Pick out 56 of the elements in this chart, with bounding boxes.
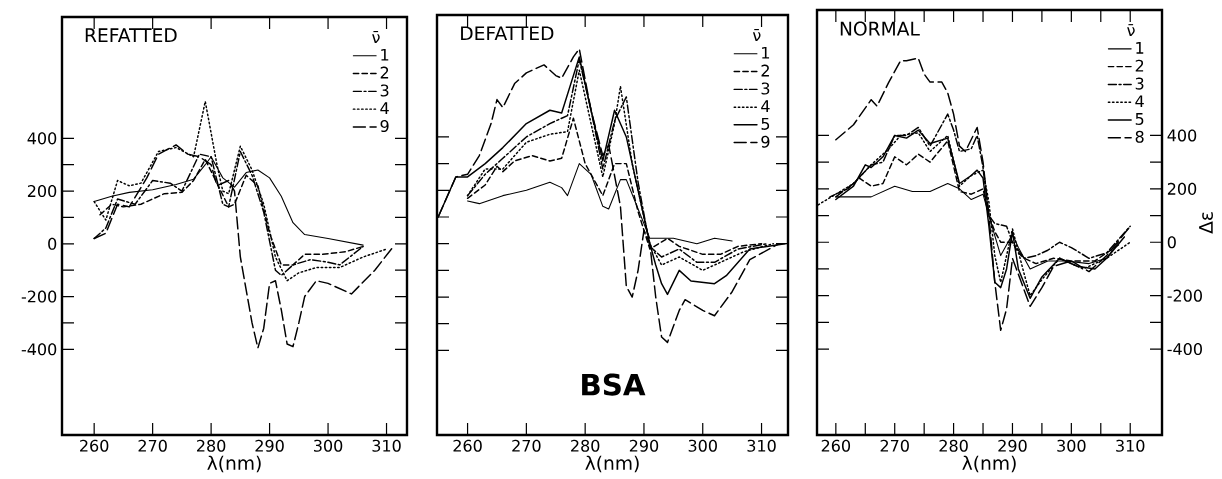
- x-tick-label: 300: [1057, 439, 1086, 452]
- legend-label: 1: [1136, 42, 1144, 54]
- x-tick-label: 280: [939, 439, 968, 452]
- legend-label: 3: [380, 84, 389, 97]
- legend-label: 2: [1135, 59, 1144, 72]
- legend-label: 3: [761, 82, 770, 95]
- y-tick-label: 0: [48, 237, 57, 250]
- y2-tick-label: 400: [1167, 129, 1197, 142]
- x-tick-label: 310: [1116, 439, 1145, 452]
- y-tick-label: -400: [21, 343, 57, 356]
- y2-axis-title: Δε: [1199, 212, 1213, 234]
- y-tick-label: 400: [27, 132, 57, 145]
- x-tick-label: 300: [688, 439, 717, 452]
- legend-label: 9: [761, 135, 770, 148]
- legend-title: ν̄: [752, 28, 761, 41]
- chart-title: NORMAL: [840, 21, 920, 36]
- annotation: BSA: [582, 373, 646, 396]
- legend-label: 5: [761, 117, 770, 130]
- legend-title: ν̄: [372, 30, 380, 43]
- x-tick-label: 260: [821, 439, 851, 452]
- legend-label: 3: [1135, 77, 1144, 90]
- legend-label: 1: [762, 46, 770, 59]
- y2-tick-label: 0: [1167, 236, 1176, 249]
- legend-label: 9: [380, 119, 389, 133]
- y2-tick-label: -200: [1167, 289, 1202, 302]
- x-axis-title: λ(nm): [585, 455, 639, 473]
- x-tick-label: 260: [80, 439, 109, 452]
- chart-title: REFATTED: [85, 28, 177, 42]
- y2-tick-label: 200: [1167, 182, 1197, 195]
- legend-label: 4: [761, 100, 770, 112]
- x-tick-label: 260: [453, 439, 482, 452]
- legend-label: 4: [380, 102, 389, 114]
- legend-title: ν̄: [1127, 24, 1135, 37]
- x-tick-label: 280: [197, 439, 226, 452]
- legend-label: 5: [1135, 113, 1144, 125]
- legend-label: 2: [380, 66, 389, 79]
- x-tick-label: 290: [629, 439, 659, 452]
- legend-label: 1: [381, 48, 389, 61]
- x-tick-label: 270: [512, 439, 541, 452]
- x-tick-label: 270: [138, 439, 167, 452]
- x-axis-title: λ(nm): [207, 455, 261, 473]
- x-tick-label: 300: [314, 439, 343, 452]
- x-axis-title: λ(nm): [962, 455, 1016, 473]
- x-tick-label: 270: [880, 439, 909, 452]
- y2-tick-label: -400: [1167, 342, 1202, 356]
- legend-label: 4: [1135, 95, 1144, 108]
- legend-label: 8: [1135, 130, 1144, 143]
- x-tick-label: 290: [255, 439, 284, 452]
- y-tick-label: 200: [27, 185, 57, 198]
- y-tick-label: -200: [21, 290, 57, 303]
- text: DEFATTED: [461, 26, 554, 40]
- x-tick-label: 310: [747, 439, 776, 452]
- x-tick-label: 310: [372, 439, 401, 452]
- legend-label: 2: [761, 64, 769, 77]
- x-tick-label: 280: [571, 439, 600, 452]
- x-tick-label: 290: [998, 439, 1027, 452]
